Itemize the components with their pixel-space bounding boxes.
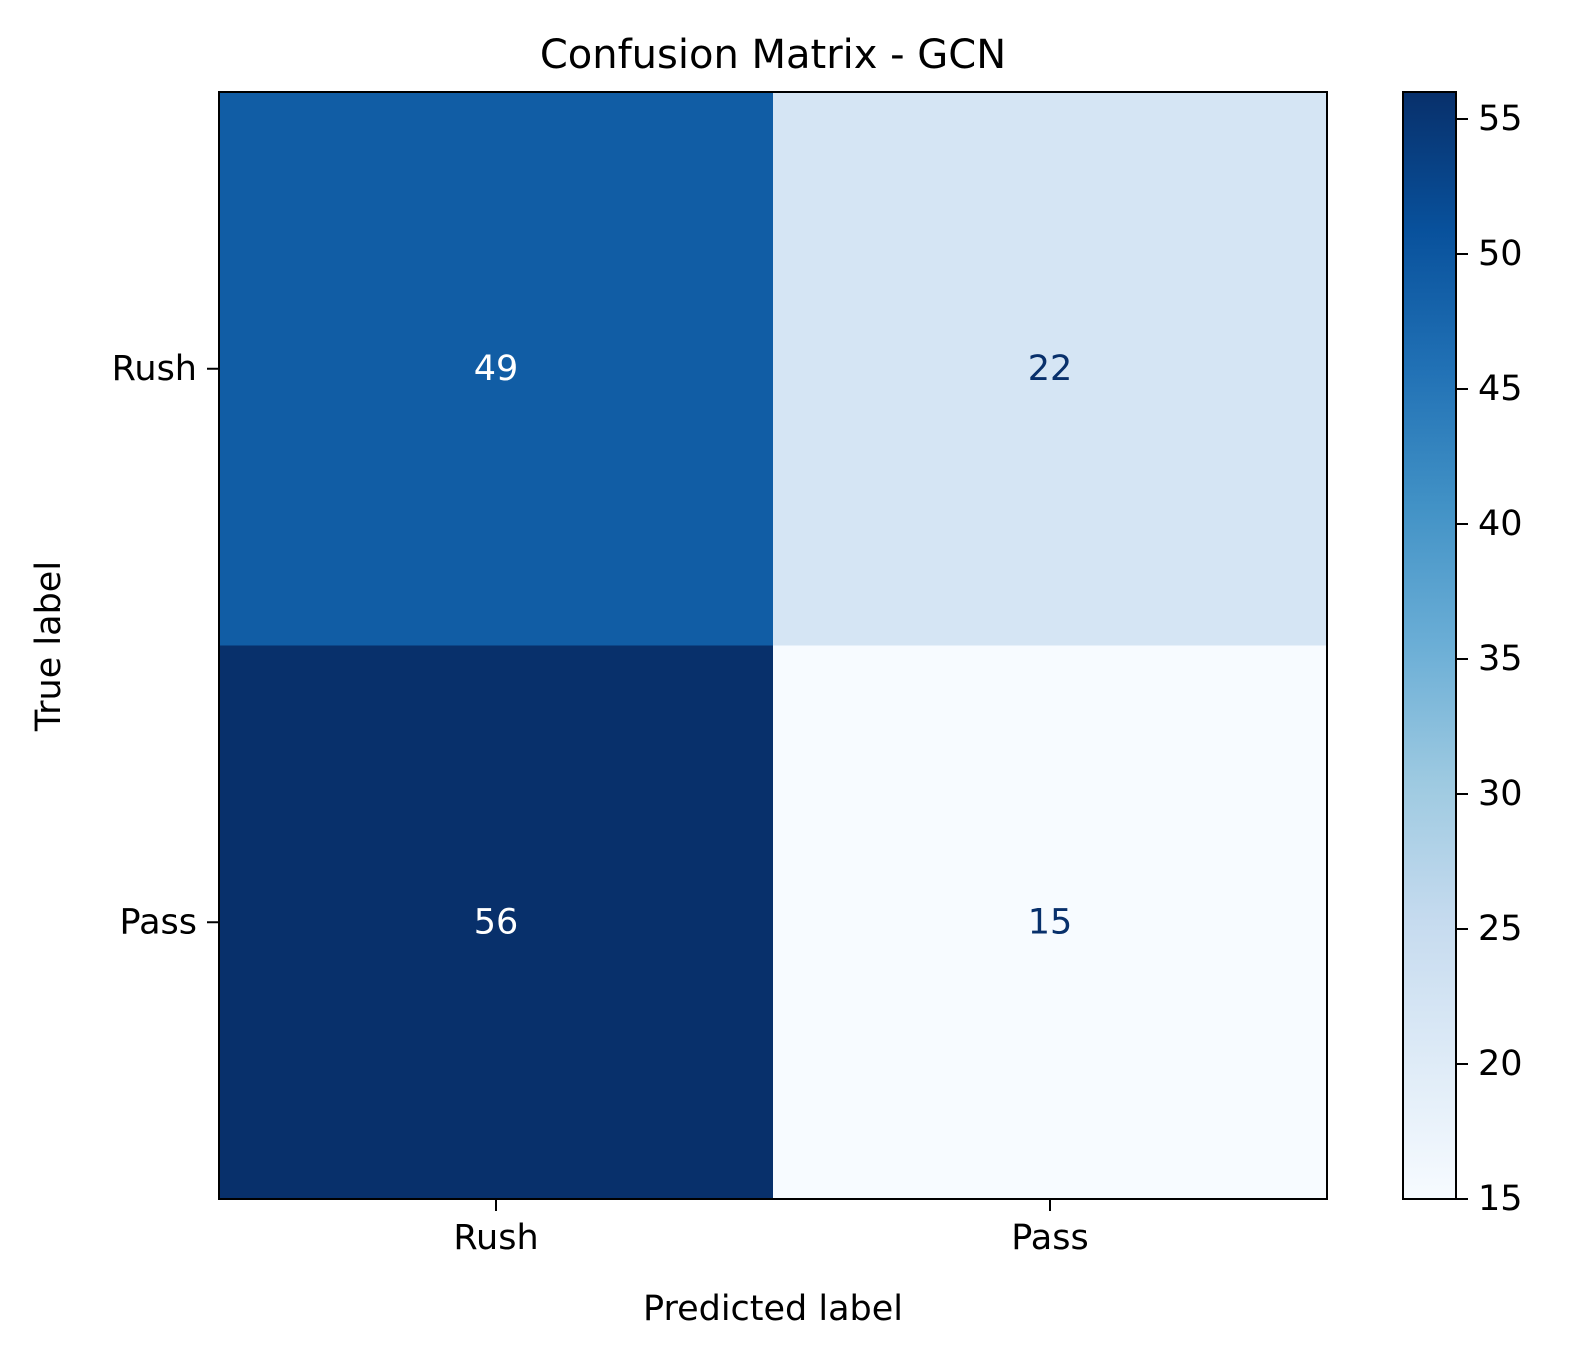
colorbar-ticks: 15 20 25 30 35 40 45 50 55	[1456, 99, 1523, 1219]
colorbar-tick-label-8: 55	[1478, 99, 1523, 139]
heatmap-cell-r0-c1	[773, 92, 1328, 646]
y-tick-label-0: Rush	[112, 349, 197, 389]
colorbar-tick-label-0: 15	[1478, 1179, 1523, 1219]
y-axis-ticks: Rush Pass	[112, 349, 219, 942]
x-tick-label-1: Pass	[1011, 1218, 1088, 1258]
colorbar-tick-label-6: 45	[1478, 369, 1523, 409]
x-axis-label: Predicted label	[643, 1289, 903, 1329]
colorbar-tick-label-1: 20	[1478, 1044, 1523, 1084]
colorbar-tick-label-4: 35	[1478, 639, 1523, 679]
colorbar-tick-label-5: 40	[1478, 504, 1523, 544]
y-tick-label-1: Pass	[120, 902, 197, 942]
plot-frame	[218, 91, 1328, 1200]
cell-value-r1-c1: 15	[1028, 902, 1073, 942]
colorbar-tick-label-2: 25	[1478, 909, 1523, 949]
colorbar	[1402, 91, 1457, 1200]
heatmap-cell-r0-c0	[219, 92, 774, 646]
heatmap-cells	[219, 92, 1328, 1200]
x-tick-label-0: Rush	[453, 1218, 538, 1258]
colorbar-tick-label-3: 30	[1478, 774, 1523, 814]
cell-value-r0-c1: 22	[1028, 349, 1073, 389]
y-axis-label: True label	[29, 561, 69, 732]
cell-value-r1-c0: 56	[474, 902, 519, 942]
heatmap-cell-r1-c1	[773, 645, 1328, 1200]
x-axis-ticks: Rush Pass	[453, 1199, 1089, 1258]
chart-title: Confusion Matrix - GCN	[540, 32, 1006, 78]
colorbar-tick-label-7: 50	[1478, 234, 1523, 274]
heatmap-cell-r1-c0	[219, 645, 774, 1200]
cell-value-r0-c0: 49	[474, 349, 519, 389]
heatmap-cell-labels: 49 22 56 15	[474, 349, 1073, 943]
